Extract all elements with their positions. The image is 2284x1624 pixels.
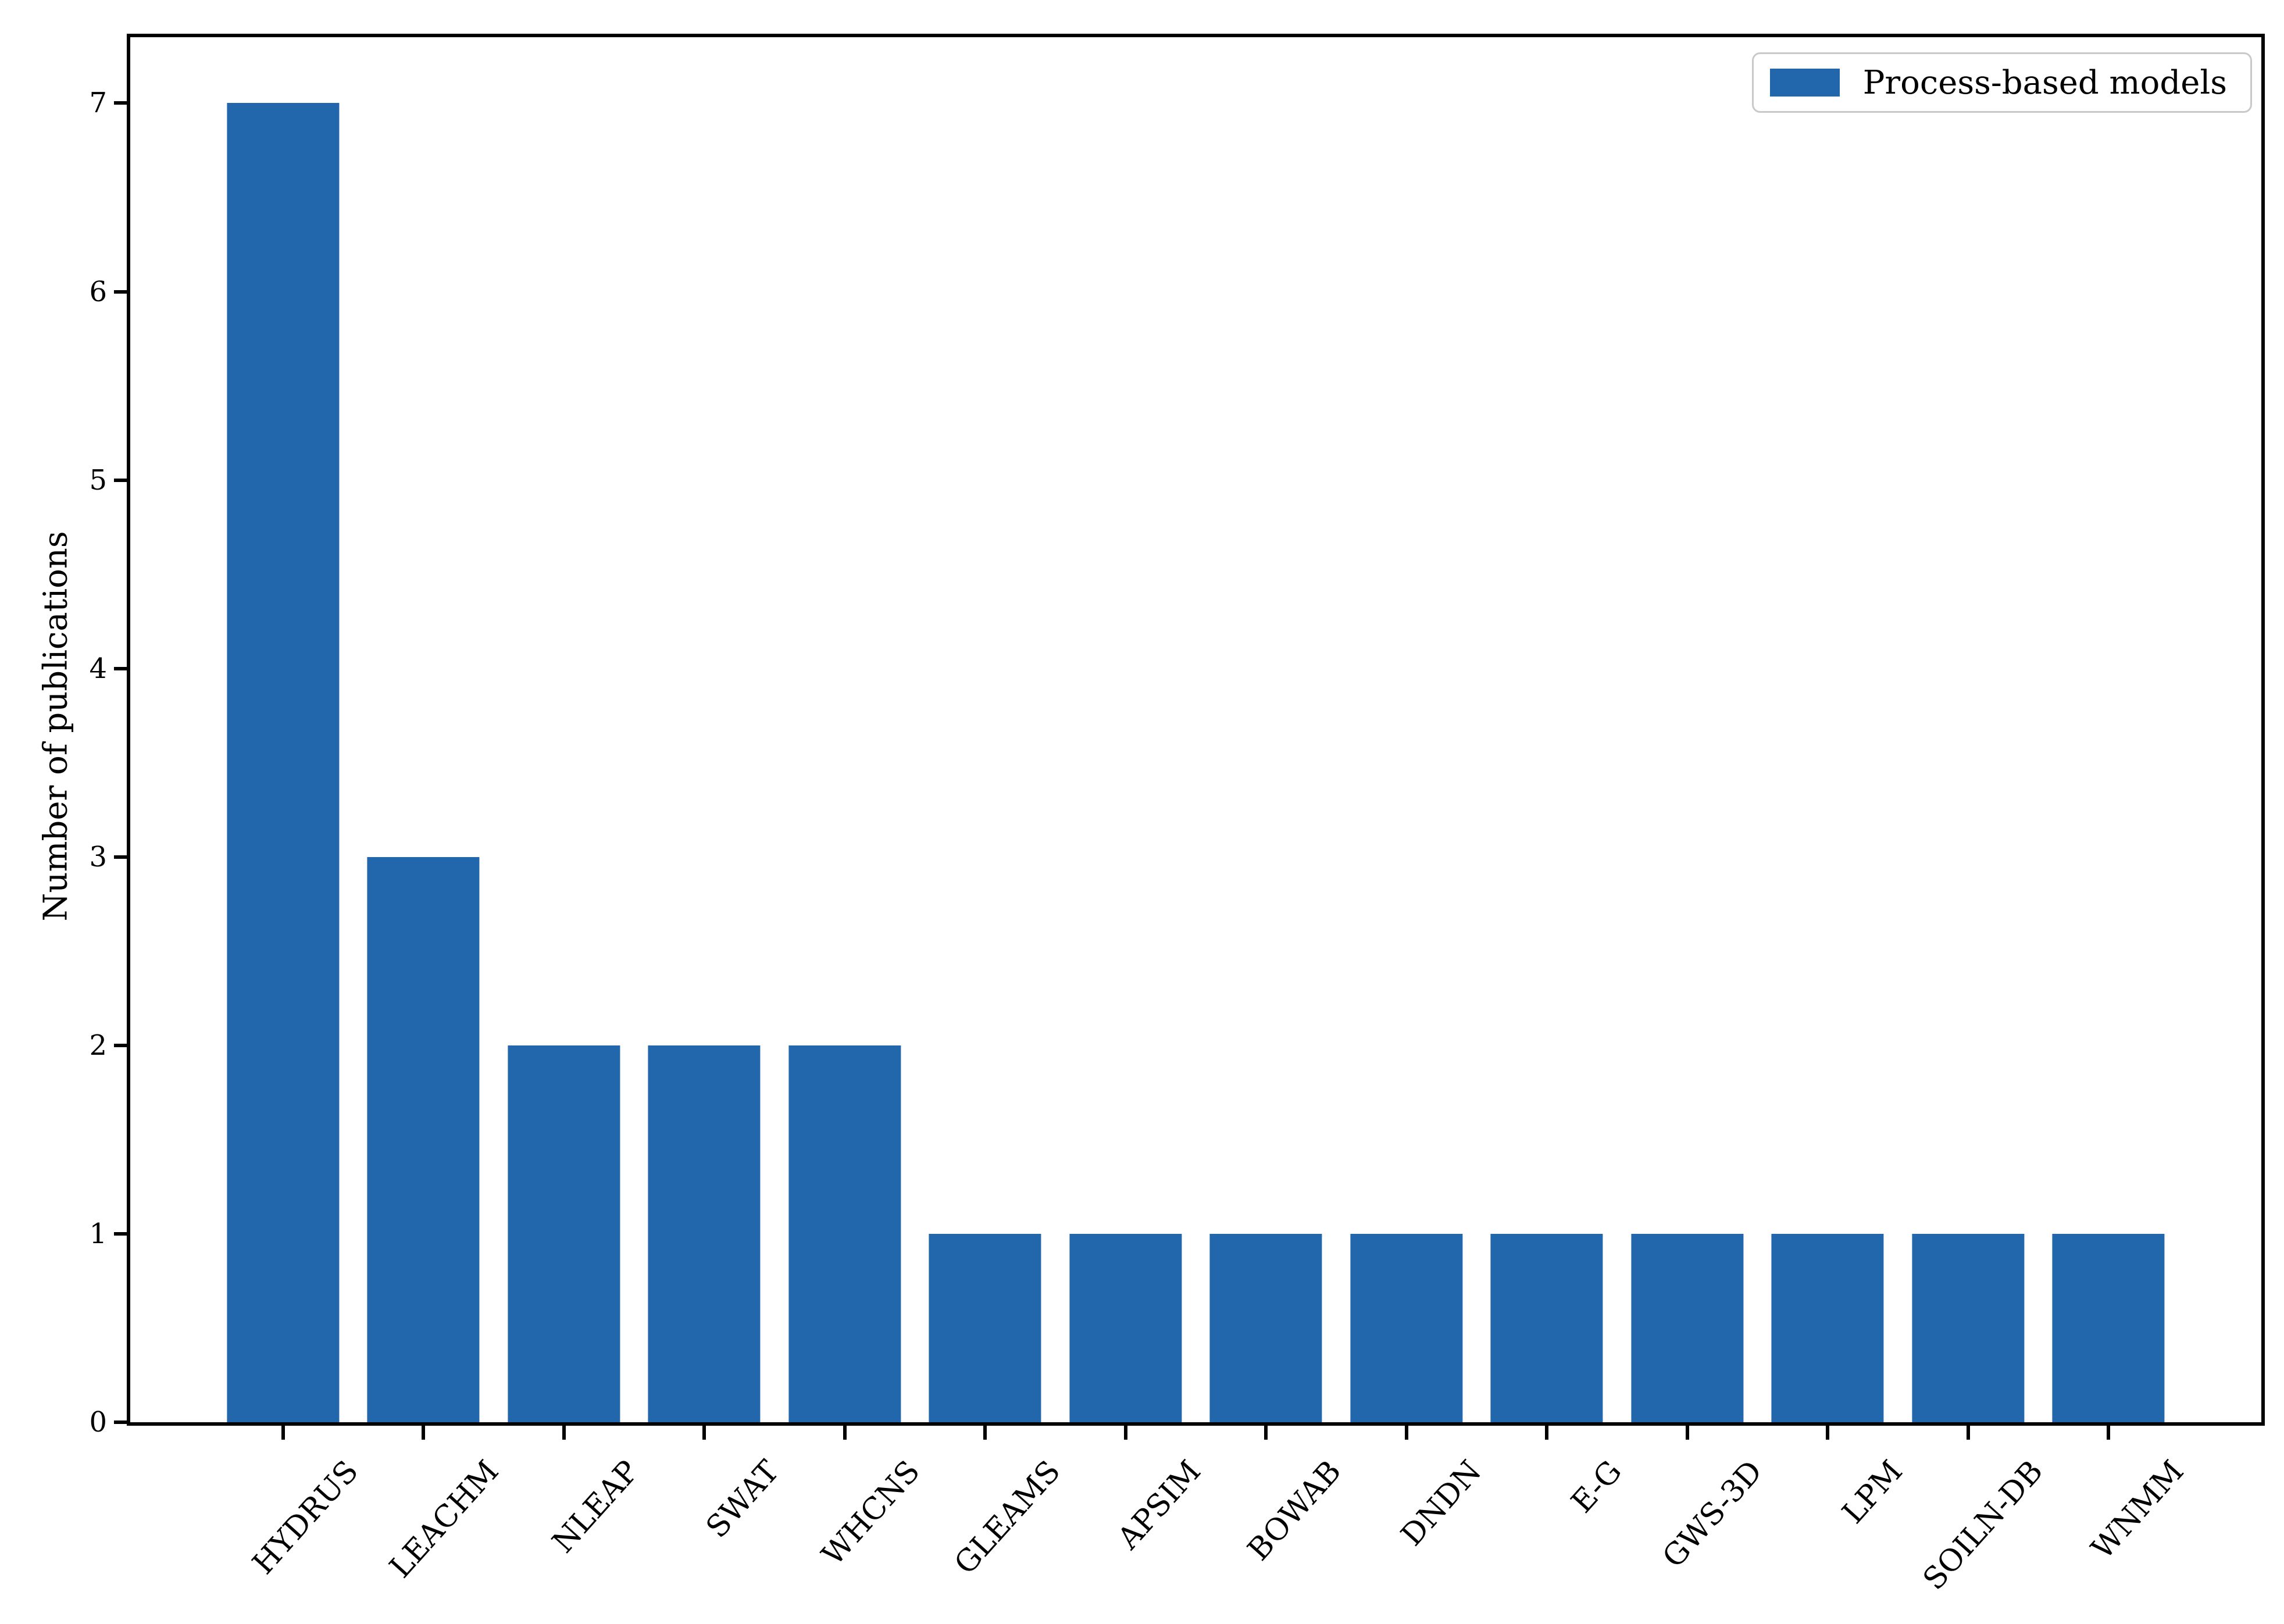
bar-HYDRUS [227, 103, 340, 1422]
x-tick-mark [562, 1426, 566, 1440]
bars-layer [213, 37, 2179, 1422]
y-tick-mark [114, 1232, 127, 1236]
x-tick-label: SOILN-DB [1917, 1454, 2050, 1597]
bar-APSIM [1069, 1233, 1182, 1422]
x-tick-mark [702, 1426, 706, 1440]
plot-area: 0 1 2 3 4 5 6 7 HYDRUS LEACHM NLEAP SWAT WHCNS GLEAM… [89, 34, 2265, 1597]
x-tick-mark [1404, 1426, 1408, 1440]
y-axis-title: Number of publications [37, 531, 75, 922]
y-tick-mark [114, 101, 127, 105]
x-tick-label: DNDN [1394, 1454, 1489, 1553]
bar-slot [1477, 37, 1618, 1422]
x-tick-mark [1545, 1426, 1549, 1440]
y-tick-label: 1 [89, 1217, 107, 1250]
x-tick-label: HYDRUS [245, 1454, 365, 1582]
x-tick-mark [1685, 1426, 1689, 1440]
x-tick-label: WHCNS [815, 1454, 927, 1573]
bar-GWS-3D [1631, 1233, 1744, 1422]
x-tick-label: WNMM [2085, 1454, 2191, 1566]
x-tick-label: LEACHM [383, 1454, 506, 1585]
x-tick-mark [1966, 1426, 1970, 1440]
y-tick-mark [114, 1043, 127, 1047]
x-tick-label: SWAT [700, 1454, 787, 1545]
bar-SOILN-DB [1912, 1233, 2025, 1422]
bar-slot [915, 37, 1056, 1422]
x-tick-label: GWS-3D [1655, 1454, 1769, 1575]
x-tick-mark [281, 1426, 285, 1440]
bar-BOWAB [1209, 1233, 1322, 1422]
y-tick-label: 0 [89, 1406, 107, 1439]
bar-slot [1336, 37, 1477, 1422]
x-tick-mark [422, 1426, 426, 1440]
legend-label: Process-based models [1862, 63, 2227, 102]
legend-swatch [1769, 69, 1840, 97]
bar-slot [1758, 37, 1898, 1422]
x-tick-label: E-G [1565, 1454, 1629, 1520]
bar-DNDN [1350, 1233, 1463, 1422]
x-tick-mark [1123, 1426, 1127, 1440]
bar-LEACHM [367, 856, 480, 1422]
bar-slot [1898, 37, 2039, 1422]
x-tick-label: LPM [1836, 1454, 1910, 1531]
bar-NLEAP [508, 1045, 620, 1422]
y-tick-mark [114, 666, 127, 670]
y-tick-mark [114, 1420, 127, 1424]
bar-slot [1055, 37, 1196, 1422]
bar-slot [213, 37, 354, 1422]
bar-E-G [1490, 1233, 1603, 1422]
legend: Process-based models [1751, 52, 2252, 113]
x-tick-mark [983, 1426, 987, 1440]
bar-GLEAMS [929, 1233, 1041, 1422]
bar-LPM [1771, 1233, 1884, 1422]
y-tick-label: 7 [89, 87, 107, 120]
bar-slot [1617, 37, 1758, 1422]
y-tick-label: 2 [89, 1029, 107, 1062]
bar-slot [2039, 37, 2179, 1422]
x-tick-mark [1264, 1426, 1268, 1440]
bar-WHCNS [788, 1045, 901, 1422]
bar-slot [1196, 37, 1337, 1422]
y-tick-mark [114, 290, 127, 294]
y-tick-mark [114, 478, 127, 482]
bar-slot [634, 37, 775, 1422]
x-tick-mark [843, 1426, 847, 1440]
x-tick-label: APSIM [1111, 1454, 1208, 1557]
y-tick-label: 4 [89, 652, 107, 685]
x-tick-mark [2107, 1426, 2111, 1440]
bar-slot [775, 37, 915, 1422]
x-tick-label: GLEAMS [947, 1454, 1068, 1582]
y-tick-label: 5 [89, 463, 107, 497]
x-tick-label: BOWAB [1241, 1454, 1348, 1568]
bar-slot [354, 37, 494, 1422]
y-tick-label: 3 [89, 840, 107, 873]
bar-SWAT [648, 1045, 761, 1422]
bar-WNMM [2052, 1233, 2165, 1422]
y-tick-mark [114, 855, 127, 859]
y-tick-label: 6 [89, 275, 107, 308]
x-tick-mark [1826, 1426, 1830, 1440]
bar-slot [494, 37, 634, 1422]
x-tick-label: NLEAP [545, 1454, 646, 1560]
